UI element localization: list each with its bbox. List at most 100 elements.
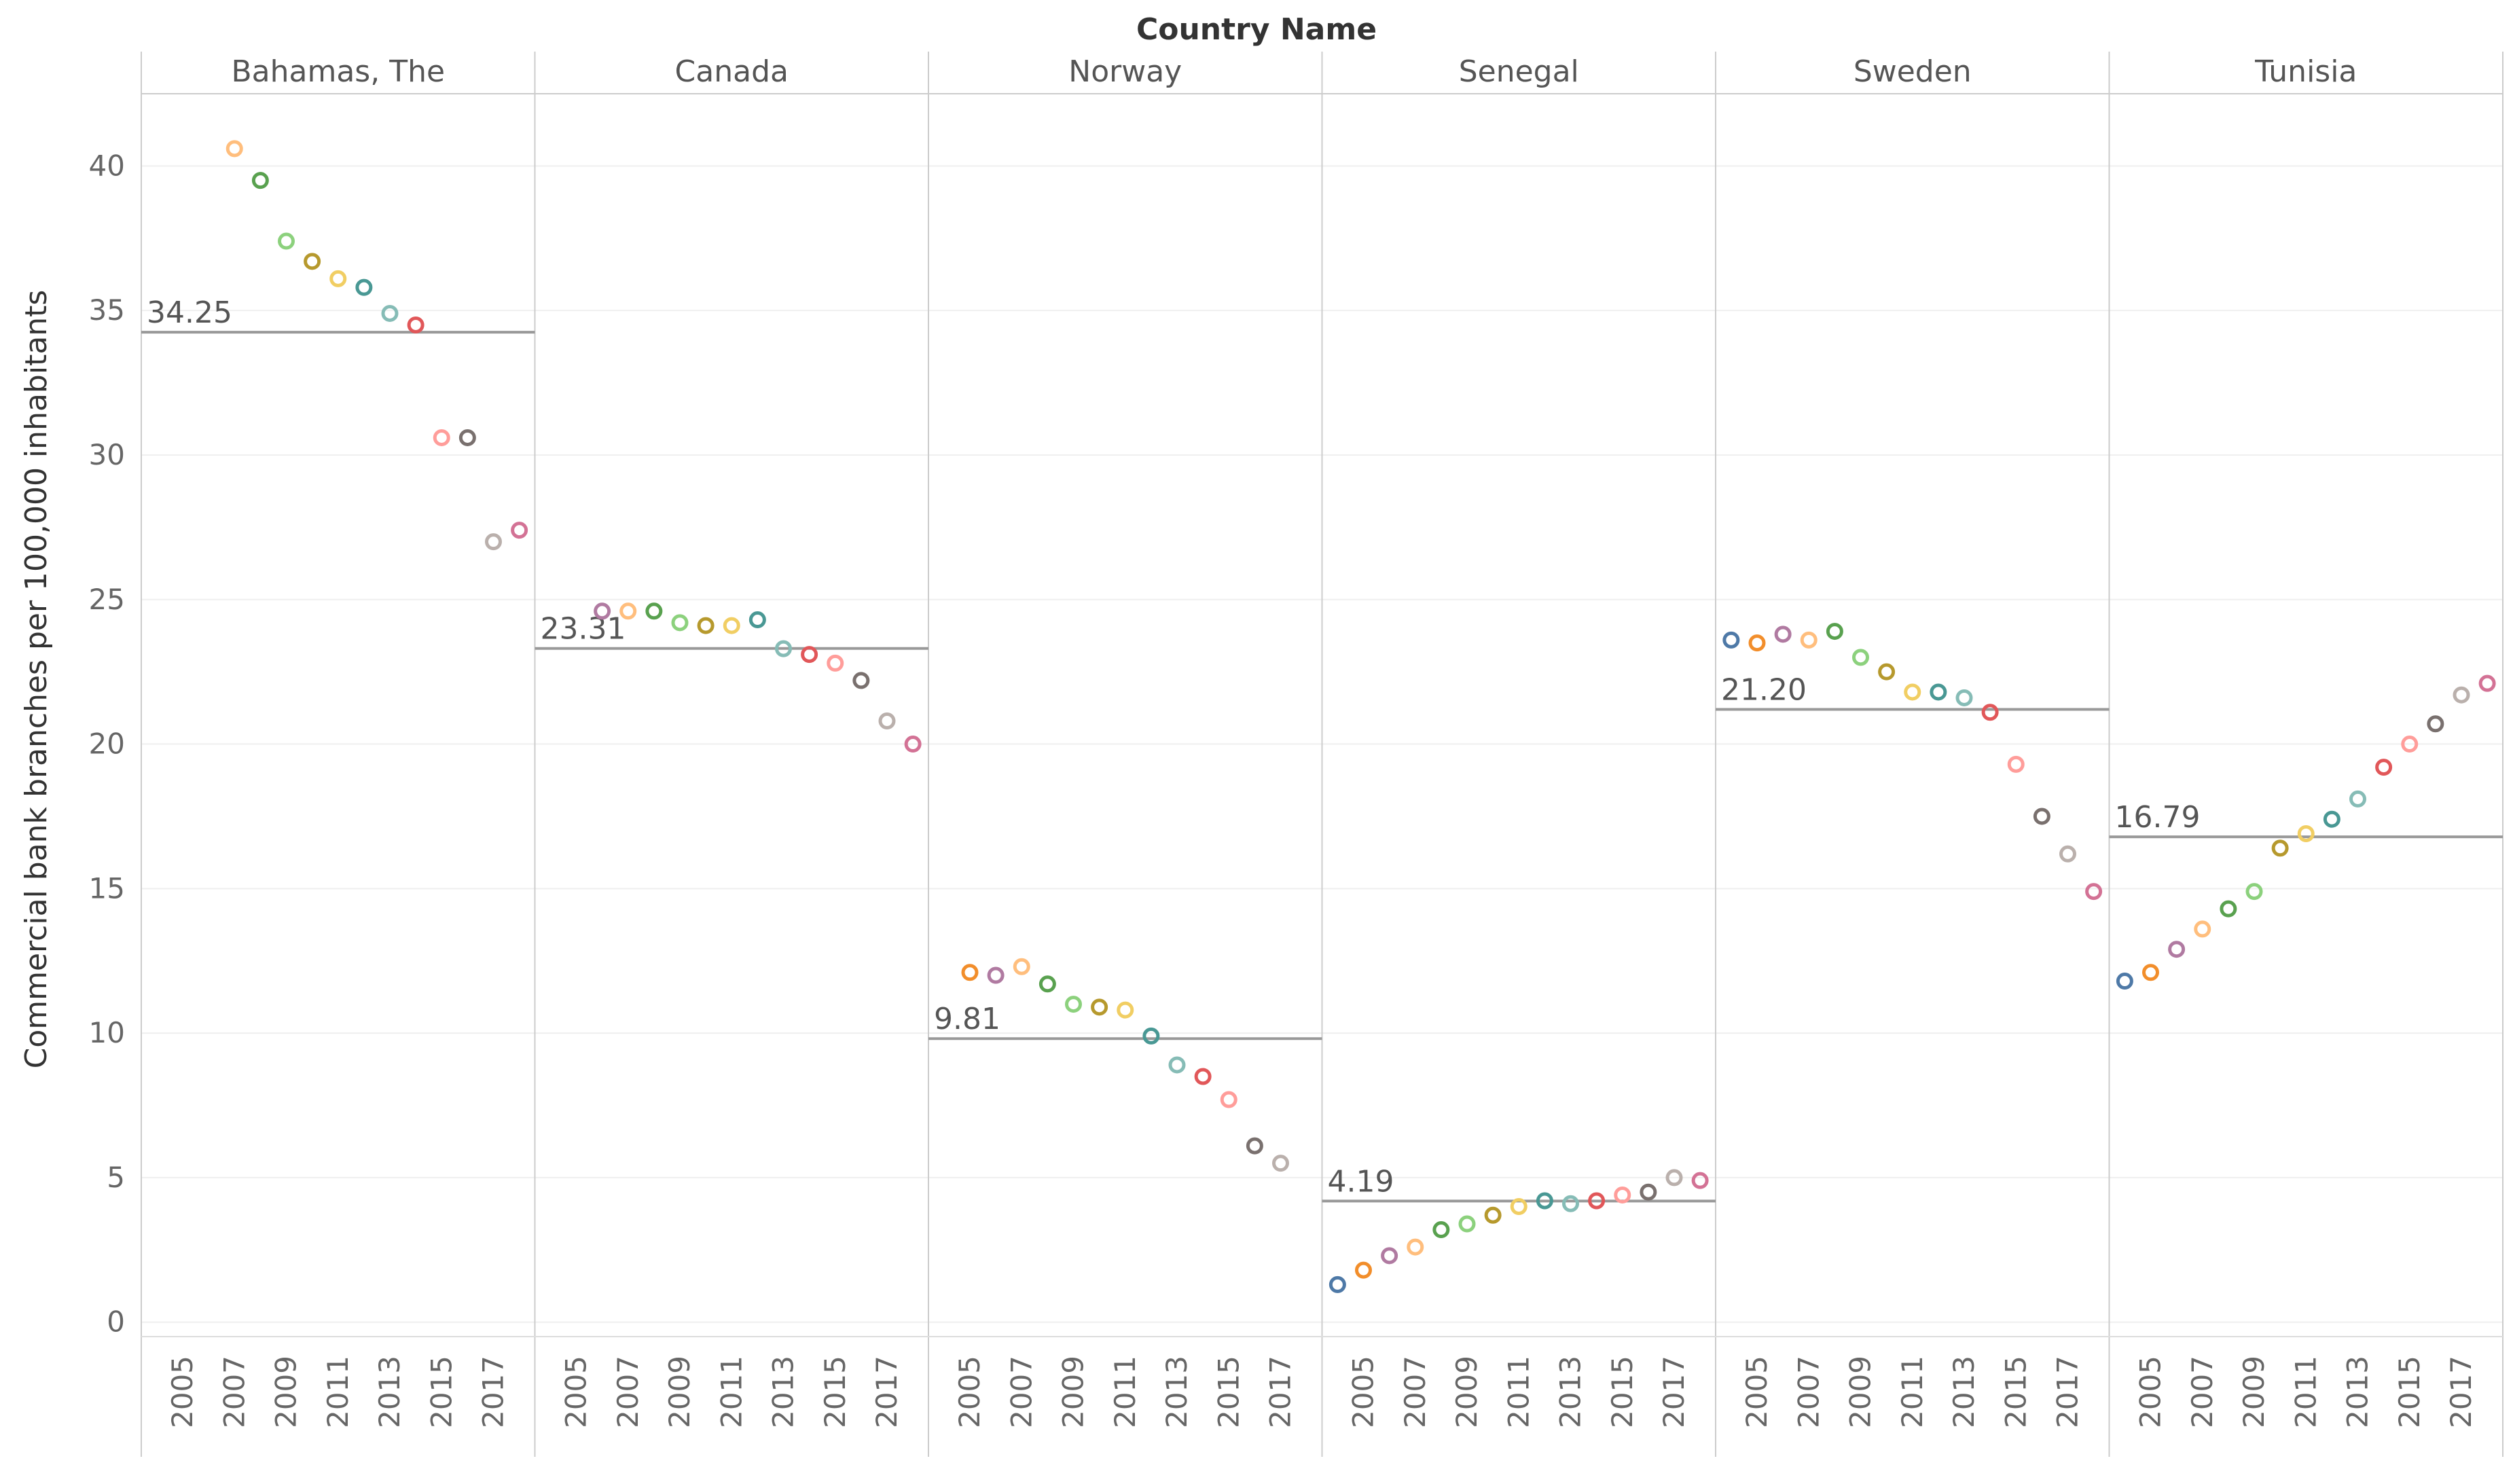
y-tick-label: 15 [89,871,125,905]
data-point [619,602,637,620]
data-point [433,429,450,446]
x-tick-label: 2015 [424,1356,458,1428]
x-tick-label: 2017 [2051,1356,2084,1428]
y-tick-label: 25 [89,583,125,616]
x-tick-label: 2007 [611,1356,645,1428]
reference-line-label: 34.25 [147,295,232,330]
data-point [1878,663,1896,681]
data-point [1614,1186,1631,1204]
panel-label: Norway [1068,54,1182,89]
data-point [1381,1247,1398,1265]
y-tick-label: 10 [89,1016,125,1049]
data-point [645,602,663,620]
x-tick-label: 2013 [1554,1356,1587,1428]
data-point [1355,1261,1372,1279]
data-point [251,172,269,189]
data-point [878,712,896,730]
data-point [1510,1197,1527,1215]
data-point [2142,964,2159,981]
x-tick-label: 2009 [1057,1356,1090,1428]
data-point [1640,1183,1657,1201]
data-point [1826,623,1843,640]
x-tick-label: 2007 [217,1356,251,1428]
data-point [2271,839,2289,857]
data-point [304,253,321,270]
data-point [1665,1169,1683,1187]
data-point [1722,631,1740,649]
x-tick-label: 2005 [560,1356,593,1428]
panel-label: Senegal [1459,54,1579,89]
x-tick-label: 2005 [1740,1356,1773,1428]
data-point [2116,973,2133,990]
y-tick-label: 35 [89,293,125,327]
data-point [594,602,611,620]
y-tick-label: 40 [89,149,125,182]
panel-label: Tunisia [2254,54,2357,89]
x-tick-label: 2013 [2341,1356,2374,1428]
x-tick-label: 2017 [477,1356,510,1428]
y-tick-label: 30 [89,438,125,471]
y-tick-label: 0 [107,1305,125,1339]
data-point [775,640,792,657]
x-tick-label: 2007 [1792,1356,1825,1428]
x-tick-label: 2009 [2237,1356,2271,1428]
reference-line-label: 9.81 [934,1002,1000,1036]
data-point [2478,674,2496,692]
data-point [2453,686,2470,704]
data-point [381,304,399,322]
x-tick-label: 2005 [166,1356,199,1428]
data-point [801,646,818,664]
data-point [1091,998,1108,1016]
x-tick-label: 2007 [2186,1356,2219,1428]
x-tick-label: 2009 [270,1356,303,1428]
data-point [407,316,424,333]
y-tick-label: 5 [107,1161,125,1194]
x-tick-label: 2013 [1160,1356,1193,1428]
data-point [2375,759,2393,776]
x-tick-label: 2007 [1005,1356,1038,1428]
x-tick-label: 2013 [373,1356,406,1428]
x-tick-label: 2011 [2289,1356,2322,1428]
reference-line-label: 21.20 [1721,672,1807,707]
data-point [827,654,844,672]
data-point [2349,790,2366,808]
data-point [2427,715,2444,733]
x-tick-label: 2015 [818,1356,852,1428]
data-point [485,533,502,551]
x-tick-label: 2013 [1947,1356,1981,1428]
data-point [1955,689,1973,706]
data-point [1246,1137,1263,1155]
x-tick-label: 2017 [1264,1356,1297,1428]
data-point [2323,810,2340,828]
data-point [1194,1068,1212,1085]
chart-title: Country Name [1136,12,1377,47]
data-point [2220,900,2237,918]
data-point [329,270,347,287]
data-point [852,672,870,689]
data-point [1774,626,1792,643]
x-tick-label: 2015 [1606,1356,1639,1428]
x-tick-label: 2017 [870,1356,903,1428]
x-tick-label: 2013 [767,1356,800,1428]
data-point [987,966,1005,984]
data-point [2297,825,2315,842]
x-tick-label: 2009 [663,1356,696,1428]
data-point [2033,808,2050,825]
data-point [1432,1221,1450,1239]
data-point [1328,1275,1346,1293]
data-point [1691,1172,1709,1189]
x-tick-label: 2017 [2444,1356,2478,1428]
data-point [225,140,243,158]
x-tick-label: 2009 [1450,1356,1483,1428]
data-point [1930,683,1947,701]
data-point [1168,1056,1186,1074]
data-point [1748,634,1766,652]
data-point [2085,883,2103,901]
reference-line-label: 16.79 [2115,800,2201,835]
x-tick-label: 2009 [1844,1356,1877,1428]
data-point [697,617,715,634]
data-point [458,429,476,446]
data-point [2059,845,2076,863]
